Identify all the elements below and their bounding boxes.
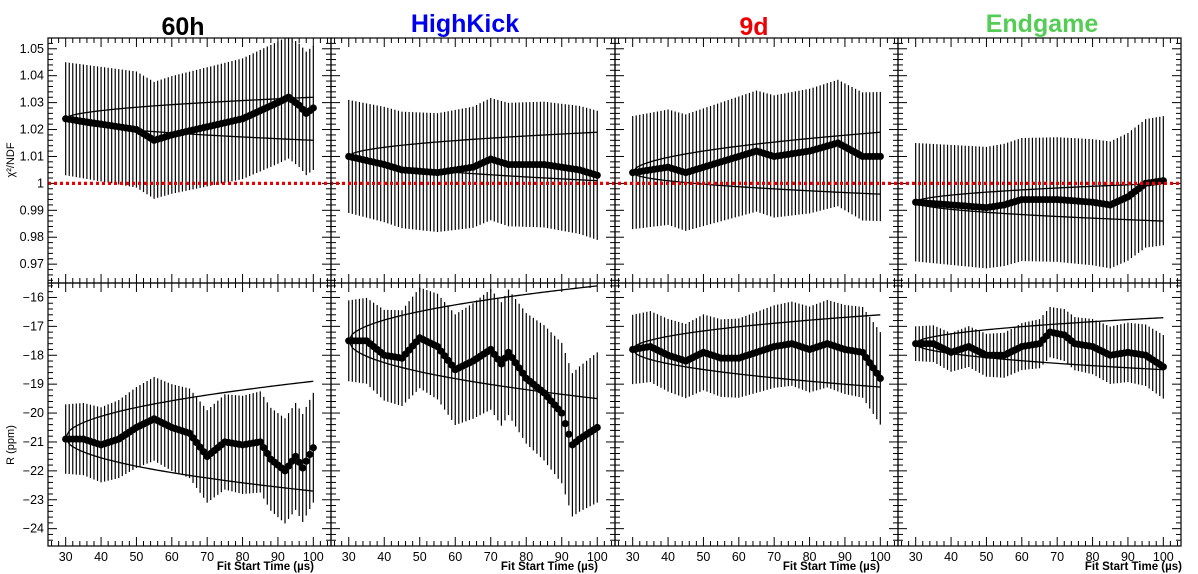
y-tick-label: 1.01 [20,149,44,163]
y-tick-label: −19 [23,377,44,391]
y-tick-label: 0.98 [20,230,44,244]
x-tick-label: 50 [413,550,427,564]
x-tick-label: 100 [870,550,891,564]
x-axis-title-col1: Fit Start Time (µs) [217,561,314,573]
x-tick-label: 60 [448,550,462,564]
data-point [309,104,317,112]
x-tick-label: 50 [696,550,710,564]
x-axis-title-col3: Fit Start Time (µs) [783,561,880,573]
y-tick-label: 1 [37,176,44,190]
x-tick-label: 100 [303,550,324,564]
data-point [511,359,520,367]
data-point [873,369,881,377]
y-tick-label: 1.03 [20,96,44,110]
data-point [299,464,307,472]
x-tick-label: 90 [555,550,569,564]
y-tick-label: −21 [23,435,44,449]
y-tick-label: 1.04 [20,69,44,83]
y-tick-label: 0.99 [20,203,44,217]
data-point [508,353,516,362]
data-point [561,420,569,428]
data-point [866,359,874,367]
y-tick-label: 1.02 [20,123,44,137]
data-point [256,438,264,446]
data-point [504,348,513,356]
y-tick-label: −17 [23,319,44,333]
x-tick-label: 100 [587,550,608,564]
x-tick-label: 80 [803,550,817,564]
column-title-highkick: HighKick [411,10,519,38]
y-axis-title-chi2: χ²/NDF [5,142,17,177]
column-title-9d: 9d [739,13,768,41]
column-title-60h: 60h [161,13,204,41]
panel-frame [897,282,1182,547]
x-tick-label: 80 [236,550,250,564]
data-point [1159,363,1167,371]
data-point [302,457,310,465]
data-point [497,360,505,368]
x-axis-title-col2: Fit Start Time (µs) [501,561,598,573]
data-point [565,430,573,438]
y-tick-label: 0.97 [20,257,44,271]
x-tick-label: 40 [944,550,958,564]
data-point [519,369,527,377]
data-point [501,354,509,362]
x-tick-label: 90 [271,550,285,564]
data-point [260,444,268,452]
column-title-endgame: Endgame [986,10,1099,38]
x-tick-label: 80 [1086,550,1100,564]
data-point [859,348,867,356]
x-tick-label: 60 [165,550,179,564]
x-tick-label: 90 [1121,550,1135,564]
x-tick-label: 70 [200,550,214,564]
x-tick-label: 60 [732,550,746,564]
y-tick-label: −18 [23,348,44,362]
x-tick-label: 70 [1050,550,1064,564]
x-tick-label: 50 [979,550,993,564]
x-tick-label: 70 [484,550,498,564]
x-tick-label: 90 [838,550,852,564]
y-tick-label: −16 [23,290,44,304]
data-point [869,364,877,372]
y-tick-label: −23 [23,493,44,507]
data-point [876,152,884,161]
data-point [593,171,601,179]
x-tick-label: 80 [519,550,533,564]
x-tick-label: 100 [1153,550,1174,564]
x-tick-label: 70 [767,550,781,564]
y-tick-label: −20 [23,406,44,420]
x-tick-label: 60 [1015,550,1029,564]
data-point [515,364,523,372]
x-tick-label: 30 [626,550,640,564]
x-tick-label: 30 [59,550,73,564]
y-axis-title-r: R (ppm) [5,425,17,465]
data-point [862,353,870,362]
data-point [876,374,884,382]
x-axis-title-col4: Fit Start Time (µs) [1085,561,1182,573]
data-point [309,444,317,452]
y-tick-label: −22 [23,464,44,478]
data-point [263,449,271,458]
x-tick-label: 40 [94,550,108,564]
x-tick-label: 50 [129,550,143,564]
data-point [558,409,566,417]
data-point [593,423,601,432]
x-tick-label: 30 [342,550,356,564]
band-upper-curve [348,285,598,342]
x-tick-label: 40 [377,550,391,564]
data-point [306,450,314,459]
y-tick-label: −24 [23,522,44,536]
x-tick-label: 40 [661,550,675,564]
panel-grid: 0.97 0.98 0.99 1 1.01 1.02 1.03 1.04 1.05 −24 −23 −… [20,37,1182,564]
data-point [292,452,300,461]
x-tick-label: 30 [909,550,923,564]
y-tick-label: 1.05 [20,42,44,56]
data-point [295,458,303,466]
